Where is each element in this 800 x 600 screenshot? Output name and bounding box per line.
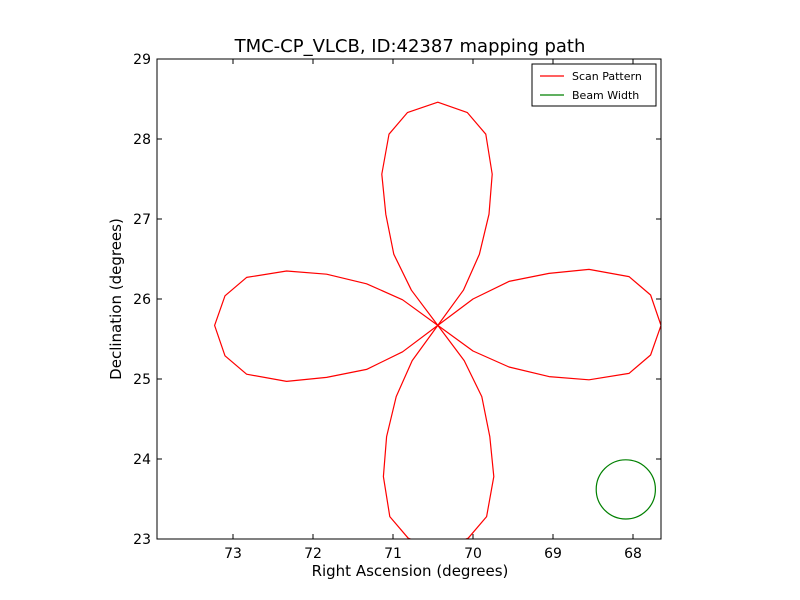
legend-beam-width-label: Beam Width bbox=[572, 89, 639, 102]
chart-title: TMC-CP_VLCB, ID:42387 mapping path bbox=[234, 36, 586, 57]
x-tick-label: 69 bbox=[544, 546, 562, 562]
y-tick-label: 25 bbox=[133, 372, 151, 388]
scan-petal-left bbox=[214, 270, 439, 382]
y-tick-label: 29 bbox=[133, 52, 151, 68]
y-axis: 23 24 25 26 27 28 29 bbox=[133, 52, 661, 548]
legend-scan-pattern-label: Scan Pattern bbox=[572, 70, 642, 83]
beam-width-circle bbox=[595, 459, 657, 520]
scan-petal-right bbox=[437, 268, 661, 381]
y-tick-label: 28 bbox=[133, 132, 151, 148]
x-tick-label: 68 bbox=[624, 546, 642, 562]
x-tick-label: 70 bbox=[464, 546, 482, 562]
scan-petal-top bbox=[381, 101, 493, 326]
y-tick-label: 24 bbox=[133, 452, 151, 468]
legend: Scan Pattern Beam Width bbox=[531, 63, 657, 107]
y-tick-label: 26 bbox=[133, 292, 151, 308]
scan-petal-bottom bbox=[382, 325, 495, 539]
x-axis-label: Right Ascension (degrees) bbox=[312, 562, 509, 580]
x-tick-label: 71 bbox=[384, 546, 402, 562]
x-tick-label: 72 bbox=[304, 546, 322, 562]
y-axis-label: Declination (degrees) bbox=[107, 218, 125, 380]
x-axis: 73 72 71 70 69 68 bbox=[224, 59, 642, 562]
legend-box bbox=[531, 63, 657, 107]
x-tick-label: 73 bbox=[224, 546, 242, 562]
y-tick-label: 27 bbox=[133, 212, 151, 228]
series-layer bbox=[214, 101, 661, 539]
y-tick-label: 23 bbox=[133, 532, 151, 548]
plot-area bbox=[157, 59, 661, 539]
